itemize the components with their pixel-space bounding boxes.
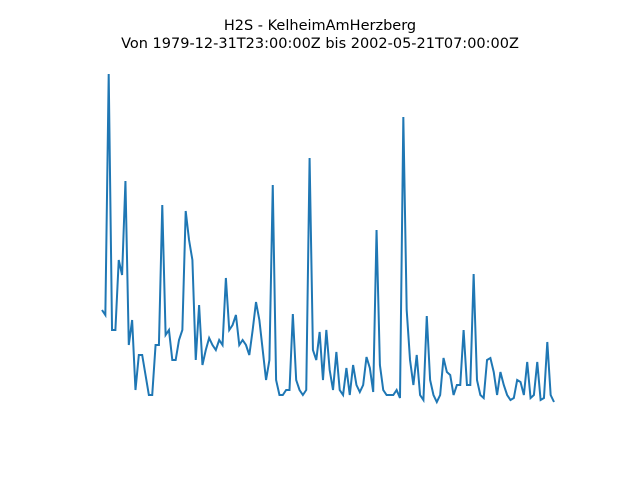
chart-title: H2S - KelheimAmHerzberg: [224, 18, 416, 34]
chart-subtitle: Von 1979-12-31T23:00:00Z bis 2002-05-21T…: [121, 36, 519, 52]
data-line: [101, 73, 555, 405]
